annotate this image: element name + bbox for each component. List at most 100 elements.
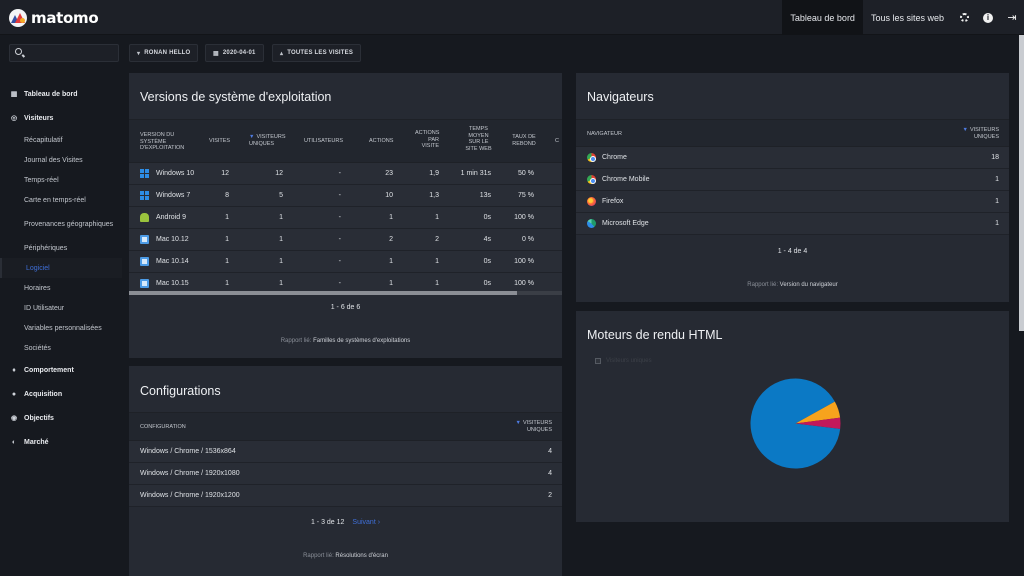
page-scrollbar[interactable]: [1019, 35, 1024, 331]
bounce-value: 100 %: [514, 258, 534, 265]
sidebar-item-behaviour[interactable]: ♦ Comportement: [0, 358, 122, 382]
column-header-unique[interactable]: ▼ VISITEURS UNIQUES: [510, 420, 553, 433]
os-name: Mac 10.15: [156, 280, 189, 287]
avg-time-value: 0s: [483, 280, 491, 287]
widget-title: Navigateurs: [587, 90, 654, 104]
column-header-more[interactable]: C: [555, 138, 559, 144]
os-versions-widget: Versions de système d'exploitation VERSI…: [129, 73, 562, 358]
chrome-icon: [587, 153, 596, 162]
scrollbar-thumb[interactable]: [129, 291, 517, 295]
table-row[interactable]: Android 9 1 1 - 1 1 0s 100 %: [129, 207, 562, 229]
sidebar-subitem-companies[interactable]: Sociétés: [24, 344, 51, 352]
configuration-name: Windows / Chrome / 1920x1080: [140, 470, 240, 477]
sidebar-subitem-software[interactable]: Logiciel: [0, 258, 122, 278]
sidebar-item-label: Visiteurs: [24, 114, 54, 122]
pie-slice[interactable]: [750, 378, 841, 469]
search-box: [9, 44, 119, 62]
table-row[interactable]: Chrome Mobile 1: [576, 169, 1009, 191]
table-row[interactable]: Chrome 18: [576, 147, 1009, 169]
column-header-actions[interactable]: ACTIONS: [369, 138, 394, 144]
bounce-value: 75 %: [518, 192, 534, 199]
column-header-actions-per-visit[interactable]: ACTIONS PAR VISITE: [415, 130, 440, 149]
sidebar-subitem-visits-log[interactable]: Journal des Visites: [24, 156, 83, 164]
matomo-logo[interactable]: matomo: [9, 9, 99, 27]
sidebar-subitem-user-id[interactable]: ID Utilisateur: [24, 304, 65, 312]
table-row[interactable]: Mac 10.12 1 1 - 2 2 4s 0 %: [129, 229, 562, 251]
column-header-visits[interactable]: VISITES: [209, 138, 231, 144]
table-row[interactable]: Windows / Chrome / 1536x864 4: [129, 441, 562, 463]
column-header-unique[interactable]: ▼ VISITEURS UNIQUES: [249, 134, 289, 147]
sidebar-item-dashboard[interactable]: ▦ Tableau de bord: [0, 82, 122, 106]
related-report-link[interactable]: Version du navigateur: [779, 282, 838, 288]
table-row[interactable]: Mac 10.14 1 1 - 1 1 0s 100 %: [129, 251, 562, 273]
configuration-name: Windows / Chrome / 1920x1200: [140, 492, 240, 499]
sidebar-subitem-locations[interactable]: Provenances géographiques: [24, 220, 114, 228]
users-value: -: [338, 236, 341, 243]
users-value: -: [338, 280, 341, 287]
legend-label: Visiteurs uniques: [606, 358, 652, 364]
gear-icon: [959, 13, 969, 22]
column-header-unique-label: VISITEURS UNIQUES: [249, 134, 286, 147]
pie-slice[interactable]: [795, 417, 841, 429]
browser-name: Microsoft Edge: [602, 220, 649, 227]
edge-icon: [587, 219, 596, 228]
column-header-configuration[interactable]: CONFIGURATION: [140, 424, 186, 430]
related-report-link[interactable]: Résolutions d'écran: [335, 553, 388, 559]
sidebar-item-visitors[interactable]: ◎ Visiteurs: [0, 106, 122, 130]
pie-slice[interactable]: [795, 401, 841, 424]
unique-value: 18: [991, 154, 999, 161]
bounce-value: 50 %: [518, 170, 534, 177]
column-header-users[interactable]: UTILISATEURS: [304, 138, 344, 144]
top-nav: Tableau de bord Tous les sites web i ⇥: [782, 0, 1024, 35]
nav-all-sites[interactable]: Tous les sites web: [870, 12, 944, 23]
sidebar-subitem-realtime[interactable]: Temps-réel: [24, 176, 59, 184]
segment-selector[interactable]: ▴ TOUTES LES VISITES: [272, 44, 362, 62]
sort-desc-icon: ▼: [249, 134, 255, 140]
settings-button[interactable]: [952, 0, 976, 35]
avg-time-value: 13s: [479, 192, 491, 199]
avg-time-value: 4s: [483, 236, 491, 243]
next-page-link[interactable]: Suivant ›: [352, 519, 381, 526]
table-header: VERSION DU SYSTÈME D'EXPLOITATION VISITE…: [129, 119, 562, 163]
table-row[interactable]: Firefox 1: [576, 191, 1009, 213]
sidebar-subitem-times[interactable]: Horaires: [24, 284, 51, 292]
table-row[interactable]: Windows / Chrome / 1920x1080 4: [129, 463, 562, 485]
table-row[interactable]: Windows 7 8 5 - 10 1,3 13s 75 %: [129, 185, 562, 207]
column-header-bounce[interactable]: TAUX DE REBOND: [512, 134, 536, 147]
sidebar-subitem-devices[interactable]: Périphériques: [24, 244, 68, 252]
column-header-avg-time[interactable]: TEMPS MOYEN SUR LE SITE WEB: [465, 126, 492, 152]
actions-value: 1: [389, 280, 393, 287]
sidebar-item-acquisition[interactable]: ● Acquisition: [0, 382, 122, 406]
unique-value: 1: [995, 220, 999, 227]
column-header-unique[interactable]: ▼ VISITEURS UNIQUES: [957, 127, 1000, 140]
table-row[interactable]: Windows 10 12 12 - 23 1,9 1 min 31s 50 %: [129, 163, 562, 185]
date-selector[interactable]: ▦ 2020-04-01: [205, 44, 264, 62]
search-input[interactable]: [28, 47, 116, 59]
actions-value: 10: [385, 192, 393, 199]
column-header-browser[interactable]: NAVIGATEUR: [587, 131, 622, 137]
sidebar-subitem-custom-variables[interactable]: Variables personnalisées: [24, 324, 102, 332]
related-report-link[interactable]: Familles de systèmes d'exploitations: [313, 338, 411, 344]
sidebar-subitem-realtime-map[interactable]: Carte en temps-réel: [24, 196, 86, 204]
help-button[interactable]: i: [976, 0, 1000, 35]
unique-value: 1: [279, 280, 283, 287]
sidebar-item-market[interactable]: ◐ Marché: [0, 430, 122, 454]
os-name: Mac 10.14: [156, 258, 189, 265]
os-name: Mac 10.12: [156, 236, 189, 243]
os-name: Windows 7: [156, 192, 191, 199]
sidebar-subitem-overview[interactable]: Récapitulatif: [24, 136, 63, 144]
sidebar-item-label: Marché: [24, 438, 49, 446]
table-row[interactable]: Microsoft Edge 1: [576, 213, 1009, 235]
horizontal-scrollbar[interactable]: [129, 291, 562, 295]
sidebar-item-goals[interactable]: ◉ Objectifs: [0, 406, 122, 430]
unique-value: 2: [548, 492, 552, 499]
legend-checkbox[interactable]: [595, 358, 601, 364]
bounce-value: 100 %: [514, 214, 534, 221]
logout-button[interactable]: ⇥: [1000, 0, 1024, 35]
table-row[interactable]: Windows / Chrome / 1920x1200 2: [129, 485, 562, 507]
visitors-icon: ◎: [10, 115, 18, 122]
nav-dashboard[interactable]: Tableau de bord: [782, 0, 863, 35]
site-selector[interactable]: ▾ RONAN HELLO: [129, 44, 199, 62]
column-header-os[interactable]: VERSION DU SYSTÈME D'EXPLOITATION: [140, 132, 185, 151]
windows-icon: [140, 191, 149, 200]
